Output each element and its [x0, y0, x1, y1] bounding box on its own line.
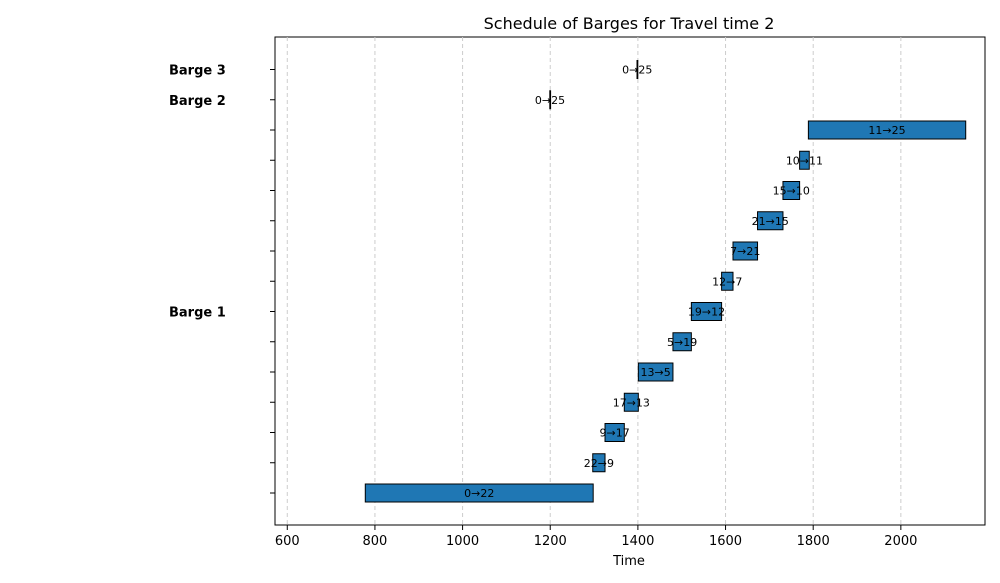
- task-bar: [364, 483, 594, 503]
- x-tick-label: 1800: [797, 534, 830, 549]
- x-tick-label: 1400: [621, 534, 654, 549]
- grid-lines: [286, 37, 902, 525]
- task-bar: [549, 90, 552, 110]
- task-label: 21→15: [752, 215, 789, 228]
- task-bar: [799, 150, 810, 170]
- task-bar: [636, 60, 639, 79]
- task-label: 17→13: [613, 396, 650, 409]
- task-bar: [690, 302, 723, 321]
- task-label: 9→17: [600, 427, 630, 440]
- task-bar: [807, 120, 967, 140]
- y-axis-ticks: [270, 69, 275, 494]
- x-tick-label: 1000: [446, 534, 479, 549]
- task-bar: [604, 423, 625, 442]
- task-label: 7→21: [730, 245, 760, 258]
- task-bar: [757, 211, 784, 231]
- task-label: 12→7: [712, 275, 742, 288]
- task-label: 10→11: [786, 154, 823, 167]
- task-label: 0→25: [622, 64, 652, 77]
- bars: [364, 60, 967, 503]
- task-label: 13→5: [641, 366, 671, 379]
- task-bar: [623, 392, 639, 412]
- x-tick-label: 2000: [884, 534, 917, 549]
- task-bar: [782, 181, 801, 200]
- task-label: 0→22: [464, 487, 494, 500]
- task-label: 22→9: [584, 457, 614, 470]
- task-bar: [637, 362, 674, 382]
- barge-label: Barge 2: [169, 94, 226, 109]
- task-bar: [732, 241, 759, 261]
- task-bar: [721, 271, 734, 291]
- bar-labels: 0→22 22→9 9→17 17→13 13→5 5→19 19→12 12→7 7→21 21…: [464, 64, 906, 501]
- chart-title: Schedule of Barges for Travel time 2: [484, 14, 775, 33]
- x-tick-label: 1600: [709, 534, 742, 549]
- barge-labels: Barge 1 Barge 2 Barge 3: [169, 64, 226, 321]
- task-label: 0→25: [535, 94, 565, 107]
- plot-frame: [274, 36, 986, 526]
- task-bar: [672, 332, 692, 352]
- x-axis-ticks: 600 800 1000 1200 1400 1600 1800 2000: [275, 525, 917, 549]
- x-tick-label: 1200: [534, 534, 567, 549]
- task-label: 15→10: [773, 185, 810, 198]
- task-label: 19→12: [688, 306, 725, 319]
- task-bar: [592, 453, 606, 473]
- x-axis-label: Time: [612, 554, 645, 569]
- barge-label: Barge 1: [169, 306, 226, 321]
- task-label: 11→25: [868, 124, 905, 137]
- task-label: 5→19: [667, 336, 697, 349]
- x-tick-label: 600: [275, 534, 300, 549]
- barge-label: Barge 3: [169, 64, 226, 79]
- x-tick-label: 800: [363, 534, 388, 549]
